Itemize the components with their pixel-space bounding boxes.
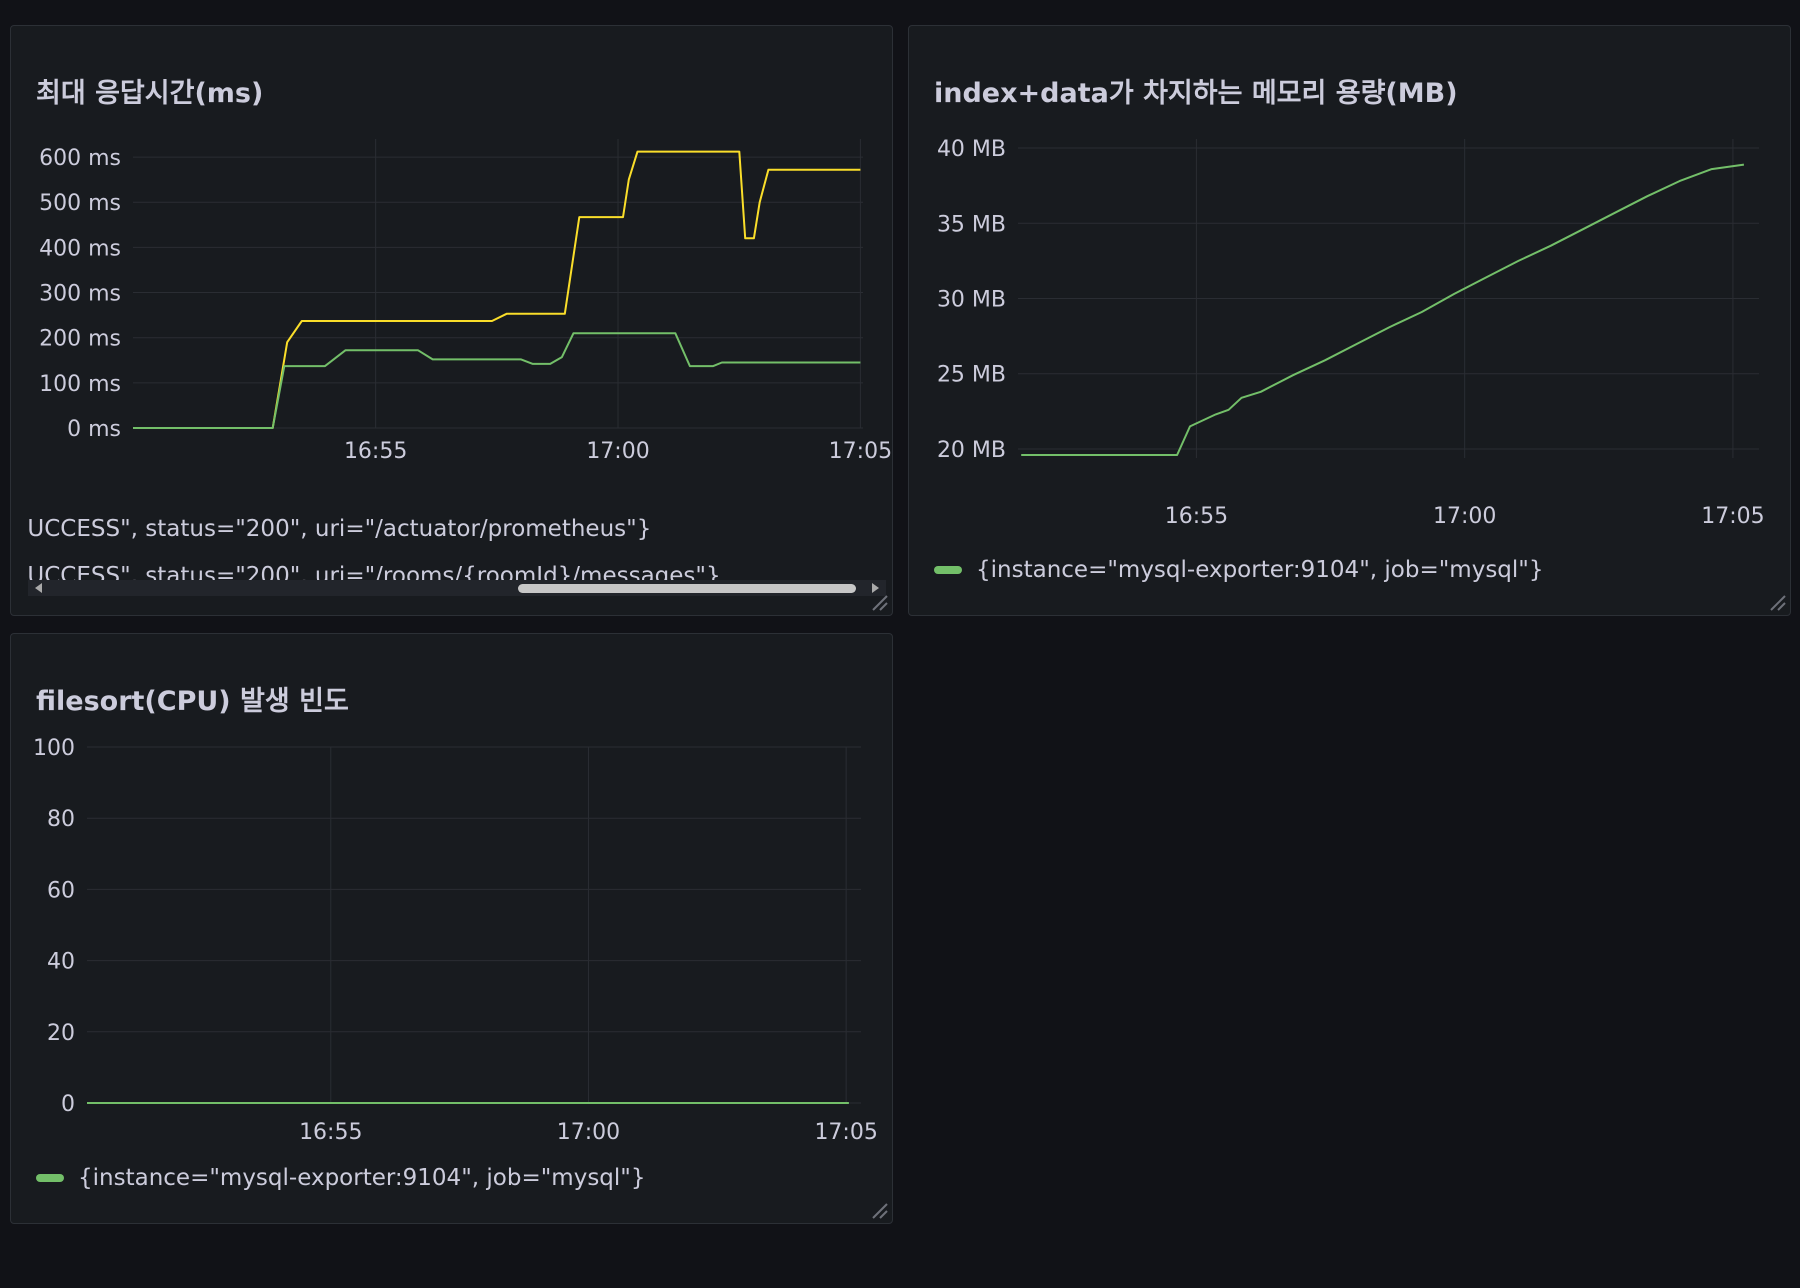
y-tick-label: 20 MB bbox=[937, 438, 1006, 463]
x-tick-label: 16:55 bbox=[1165, 504, 1228, 529]
y-tick-label: 30 MB bbox=[937, 288, 1006, 313]
legend-item[interactable]: outcome="SUCCESS", status="200", uri="/a… bbox=[28, 506, 883, 553]
legend-item[interactable]: {instance="mysql-exporter:9104", job="my… bbox=[36, 1165, 646, 1191]
resize-handle-icon[interactable] bbox=[870, 593, 888, 611]
y-tick-label: 0 ms bbox=[67, 417, 121, 442]
x-tick-label: 17:00 bbox=[586, 439, 649, 464]
y-tick-label: 25 MB bbox=[937, 363, 1006, 388]
legend: outcome="SUCCESS", status="200", uri="/a… bbox=[28, 506, 883, 600]
legend-label: {instance="mysql-exporter:9104", job="my… bbox=[78, 1165, 646, 1191]
panel-title[interactable]: index+data가 차지하는 메모리 용량(MB) bbox=[934, 78, 1458, 109]
y-tick-label: 300 ms bbox=[39, 282, 121, 307]
y-tick-label: 20 bbox=[47, 1021, 75, 1046]
y-tick-label: 500 ms bbox=[39, 191, 121, 216]
x-tick-label: 16:55 bbox=[299, 1120, 362, 1145]
y-tick-label: 60 bbox=[47, 878, 75, 903]
series-line-2[interactable] bbox=[133, 332, 861, 429]
y-tick-label: 200 ms bbox=[39, 327, 121, 352]
panel-title[interactable]: filesort(CPU) 발생 빈도 bbox=[36, 686, 349, 717]
y-tick-label: 400 ms bbox=[39, 236, 121, 261]
series-line-1[interactable] bbox=[1021, 163, 1745, 456]
y-tick-label: 600 ms bbox=[39, 146, 121, 171]
y-tick-label: 80 bbox=[47, 807, 75, 832]
legend-label: {instance="mysql-exporter:9104", job="my… bbox=[976, 557, 1544, 583]
x-tick-label: 17:00 bbox=[557, 1120, 620, 1145]
legend-swatch bbox=[934, 566, 962, 574]
resize-handle-icon[interactable] bbox=[870, 1201, 888, 1219]
y-tick-label: 40 MB bbox=[937, 137, 1006, 162]
y-tick-label: 0 bbox=[61, 1092, 75, 1117]
legend-label: outcome="SUCCESS", status="200", uri="/a… bbox=[28, 516, 652, 542]
resize-handle-icon[interactable] bbox=[1768, 593, 1786, 611]
panel-filesort-frequency: filesort(CPU) 발생 빈도 0 20 40 60 80 100 16:55 17:… bbox=[10, 633, 893, 1224]
x-tick-label: 17:00 bbox=[1433, 504, 1496, 529]
memory-usage-chart: 20 MB 25 MB 30 MB 35 MB 40 MB 16:55 17:00 17:05 bbox=[937, 137, 1765, 529]
legend: {instance="mysql-exporter:9104", job="my… bbox=[934, 557, 1544, 583]
y-tick-label: 100 bbox=[33, 736, 75, 761]
scrollbar-thumb[interactable] bbox=[518, 584, 856, 593]
response-time-chart: 0 ms 100 ms 200 ms 300 ms 400 ms 500 ms 600 ms… bbox=[39, 139, 892, 464]
x-tick-label: 17:05 bbox=[1701, 504, 1764, 529]
y-tick-label: 40 bbox=[47, 950, 75, 975]
y-tick-label: 35 MB bbox=[937, 212, 1006, 237]
panel-max-response-time: 최대 응답시간(ms) 0 ms 100 ms 200 ms 300 ms 400 ms… bbox=[10, 25, 893, 616]
panel-title[interactable]: 최대 응답시간(ms) bbox=[36, 78, 264, 109]
legend-scrollbar[interactable] bbox=[28, 580, 886, 596]
filesort-chart: 0 20 40 60 80 100 16:55 17:00 17:05 bbox=[33, 736, 878, 1145]
series-line-1[interactable] bbox=[133, 150, 861, 429]
x-tick-label: 16:55 bbox=[344, 439, 407, 464]
scroll-left-icon[interactable] bbox=[35, 583, 42, 593]
panel-memory-usage: index+data가 차지하는 메모리 용량(MB) 20 MB 25 MB 30… bbox=[908, 25, 1791, 616]
scroll-right-icon[interactable] bbox=[872, 583, 879, 593]
legend-item[interactable]: {instance="mysql-exporter:9104", job="my… bbox=[934, 557, 1544, 583]
x-tick-label: 17:05 bbox=[814, 1120, 877, 1145]
y-tick-label: 100 ms bbox=[39, 372, 121, 397]
legend-swatch bbox=[36, 1174, 64, 1182]
legend: {instance="mysql-exporter:9104", job="my… bbox=[36, 1165, 646, 1191]
x-tick-label: 17:05 bbox=[829, 439, 892, 464]
